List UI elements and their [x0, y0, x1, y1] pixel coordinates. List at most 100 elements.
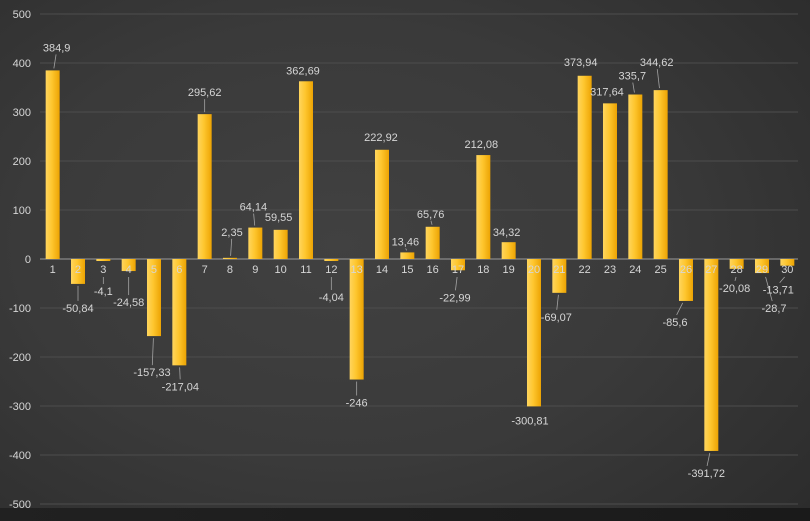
x-axis-label: 8: [227, 264, 233, 276]
data-label: -300,81: [511, 415, 548, 427]
x-axis-label: 2: [75, 264, 81, 276]
bar-series-point[interactable]: [96, 259, 111, 262]
chart-plot-area: 500 400 300 200 100 0 -100 -200 -300 -400 -500 384,…: [0, 0, 810, 508]
x-axis-label: 28: [731, 264, 743, 276]
x-axis-label: 3: [100, 264, 106, 276]
bar-series-point[interactable]: [704, 259, 719, 451]
data-label-leader-line: [230, 238, 233, 256]
x-axis-label: 1: [50, 264, 56, 276]
x-axis-label: 5: [151, 264, 157, 276]
y-axis-tick-label: -400: [9, 450, 31, 462]
data-label-leader-line: [765, 276, 773, 302]
bar-series-point[interactable]: [552, 259, 567, 293]
data-label: 335,7: [619, 71, 647, 83]
data-label-leader-line: [656, 69, 660, 89]
x-axis-label: 19: [503, 264, 515, 276]
bar-series-point[interactable]: [602, 103, 617, 259]
x-axis-label: 18: [477, 264, 489, 276]
y-axis-tick-label: 300: [13, 107, 31, 119]
data-label: 373,94: [564, 57, 598, 69]
bar-series-point[interactable]: [172, 259, 187, 366]
y-axis-tick-label: 400: [13, 58, 31, 70]
bar-series-point[interactable]: [476, 155, 491, 259]
bar-series-point[interactable]: [197, 114, 212, 259]
y-axis-tick-label: 500: [13, 9, 31, 21]
bar-series-point[interactable]: [729, 259, 744, 269]
data-label-leader-line: [734, 276, 737, 281]
bar-series-point[interactable]: [577, 75, 592, 259]
bar-series-point[interactable]: [273, 229, 288, 259]
data-label-leader-line: [405, 248, 408, 251]
bar-series-point[interactable]: [501, 242, 516, 259]
bar-series-point[interactable]: [45, 70, 60, 259]
x-axis-label: 29: [756, 264, 768, 276]
data-label: -391,72: [688, 468, 725, 480]
bar-series-point[interactable]: [298, 81, 313, 260]
bar-series-point[interactable]: [324, 259, 339, 261]
bar-series-point[interactable]: [780, 259, 795, 266]
x-axis-label: 16: [427, 264, 439, 276]
data-label: -217,04: [162, 381, 199, 393]
x-axis-label: 12: [325, 264, 337, 276]
bar-series-point[interactable]: [754, 259, 769, 274]
bar-series-point[interactable]: [349, 259, 364, 380]
data-label: -246: [346, 398, 368, 410]
data-label: -50,84: [62, 303, 93, 315]
x-axis-label: 11: [300, 264, 311, 276]
y-axis-tick-label: 200: [13, 156, 31, 168]
data-label: 64,14: [240, 202, 268, 214]
bar-series-point[interactable]: [248, 227, 263, 259]
y-axis-tick-label: 0: [25, 254, 31, 266]
data-label: -13,71: [763, 285, 794, 297]
data-label-leader-line: [53, 54, 57, 69]
data-label: 13,46: [392, 236, 420, 248]
bar-series-point[interactable]: [400, 252, 415, 259]
data-label-leader-line: [779, 276, 785, 283]
data-label: 344,62: [640, 57, 674, 69]
data-label: -85,6: [662, 317, 687, 329]
bar-series-point[interactable]: [526, 259, 541, 407]
bar-series-point[interactable]: [678, 259, 693, 301]
x-axis-label: 30: [781, 264, 793, 276]
x-axis-label: 10: [275, 264, 287, 276]
data-label: 222,92: [364, 132, 398, 144]
bar-series-point[interactable]: [628, 94, 643, 259]
data-label-leader-line: [676, 302, 684, 316]
x-axis-label: 17: [452, 264, 464, 276]
data-label: -20,08: [719, 283, 750, 295]
window-bottom-edge: [0, 508, 810, 521]
data-label: 317,64: [590, 86, 624, 98]
data-label: 212,08: [464, 139, 498, 151]
data-label: -69,07: [541, 312, 572, 324]
bar-chart[interactable]: 500 400 300 200 100 0 -100 -200 -300 -400 -500 384,…: [0, 0, 810, 508]
x-axis-label: 26: [680, 264, 692, 276]
bar-series-point[interactable]: [222, 257, 237, 259]
x-axis-label: 25: [655, 264, 667, 276]
data-label: 65,76: [417, 209, 445, 221]
bar-series-point[interactable]: [70, 259, 85, 284]
y-axis-tick-label: -300: [9, 401, 31, 413]
data-label-leader-line: [632, 82, 635, 93]
y-axis-tick-label: -200: [9, 352, 31, 364]
data-label: 362,69: [286, 65, 320, 77]
data-label: -24,58: [113, 297, 144, 309]
x-axis-label: 9: [252, 264, 258, 276]
bar-series-point[interactable]: [374, 149, 389, 259]
y-axis-tick-label: -500: [9, 499, 31, 508]
data-label-leader-line: [179, 367, 181, 380]
bar-series-point[interactable]: [146, 259, 161, 337]
x-axis-label: 7: [202, 264, 208, 276]
bar-series-point[interactable]: [450, 259, 465, 271]
bar-series-point[interactable]: [121, 259, 136, 272]
data-label: 295,62: [188, 87, 222, 99]
x-axis-label: 14: [376, 264, 388, 276]
bar-series-point[interactable]: [653, 90, 668, 259]
y-axis-tick-label: -100: [9, 303, 31, 315]
data-label: -4,1: [94, 286, 113, 298]
bar-series-point[interactable]: [425, 226, 440, 259]
data-label: -22,99: [439, 292, 470, 304]
x-axis-label: 22: [579, 264, 591, 276]
data-label: 2,35: [221, 227, 242, 239]
data-label-leader-line: [556, 294, 559, 310]
